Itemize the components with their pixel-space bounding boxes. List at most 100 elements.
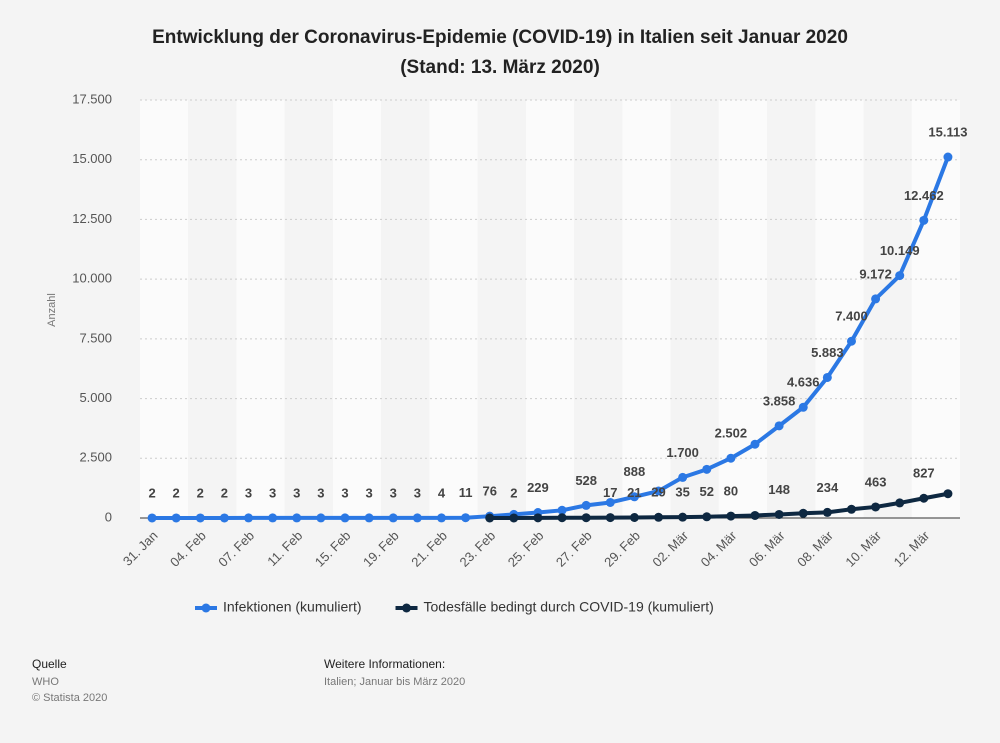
data-label: 234 [817,480,839,495]
x-tick-label: 31. Jan [120,528,161,569]
column-stripe [670,100,719,518]
data-label: 11 [459,485,473,500]
x-tick-label: 07. Feb [215,528,257,570]
data-point [750,439,760,449]
data-label: 7.400 [835,309,868,324]
data-point [605,497,615,507]
chart-title: Entwicklung der Coronavirus-Epidemie (CO… [152,27,848,48]
x-tick-label: 10. Mär [842,527,884,569]
column-stripe [911,100,960,518]
data-point [629,492,639,502]
column-stripe [284,100,333,518]
column-stripe [332,100,382,518]
data-point [919,493,929,503]
data-point [943,489,953,499]
y-tick-label: 0 [105,509,112,524]
column-stripe [718,100,768,518]
data-label: 3 [366,485,373,500]
y-tick-label: 7.500 [79,330,112,345]
data-point [364,513,374,523]
data-point [726,511,736,521]
data-point [340,513,350,523]
legend-dot [402,603,412,613]
x-tick-label: 25. Feb [505,528,547,570]
data-point [171,513,181,523]
data-point [871,294,881,304]
x-tick-label: 02. Mär [649,527,691,569]
x-tick-label: 29. Feb [601,528,643,570]
column-stripe [477,100,526,518]
data-point [557,505,567,515]
data-label: 3 [293,485,300,500]
column-stripe [622,100,671,518]
x-tick-label: 06. Mär [746,527,788,569]
y-tick-label: 15.000 [72,151,112,166]
data-point [316,513,326,523]
data-label: 12.462 [904,188,944,203]
data-point [388,513,398,523]
data-point [774,421,784,431]
data-point [147,513,157,523]
data-point [654,486,664,496]
data-point [702,512,712,522]
data-label: 229 [527,480,549,495]
data-point [629,512,639,522]
y-tick-label: 5.000 [79,390,112,405]
data-label: 76 [482,484,496,499]
data-label: 29 [651,485,665,500]
data-point [822,372,832,382]
data-label: 3 [269,485,276,500]
data-point [702,464,712,474]
data-label: 528 [575,473,597,488]
copyright: © Statista 2020 [32,692,107,704]
data-point [846,504,856,514]
column-stripe [188,100,237,518]
x-tick-label: 04. Feb [167,528,209,570]
column-stripe [236,100,285,518]
data-point [678,472,688,482]
x-tick-label: 11. Feb [264,528,305,569]
data-point [798,508,808,518]
data-label: 2 [197,485,204,500]
chart-subtitle: (Stand: 13. März 2020) [400,57,600,78]
data-point [195,513,205,523]
data-label: 2 [221,485,228,500]
x-tick-label: 23. Feb [456,528,498,570]
data-point [822,507,832,517]
data-label: 15.113 [928,124,967,139]
data-point [895,498,905,508]
data-label: 10.149 [880,243,920,258]
data-label: 3 [341,485,348,500]
data-label: 3 [317,485,324,500]
y-tick-label: 10.000 [72,271,112,286]
info: Italien; Januar bis März 2020 [324,676,465,688]
data-point [798,402,808,412]
data-label: 9.172 [859,266,892,281]
data-label: 4.636 [787,375,820,390]
source: WHO [32,676,59,688]
x-tick-label: 08. Mär [794,527,836,569]
data-point [846,336,856,346]
data-point [919,215,929,225]
data-label: 3.858 [763,393,796,408]
source-label: Quelle [32,657,67,671]
data-label: 148 [768,482,790,497]
column-stripe [381,100,430,518]
data-point [292,513,302,523]
data-point [412,513,422,523]
x-tick-label: 27. Feb [553,528,595,570]
info-label: Weitere Informationen: [324,657,445,671]
data-point [895,271,905,281]
data-label: 4 [438,485,446,500]
data-point [485,513,495,523]
column-stripe [525,100,575,518]
data-label: 52 [700,484,714,499]
column-stripe [767,100,816,518]
data-point [533,513,543,523]
data-label: 21 [627,485,641,500]
data-point [219,513,229,523]
x-tick-label: 19. Feb [360,528,402,570]
data-point [774,509,784,519]
data-label: 3 [245,485,252,500]
data-label: 80 [724,484,738,499]
